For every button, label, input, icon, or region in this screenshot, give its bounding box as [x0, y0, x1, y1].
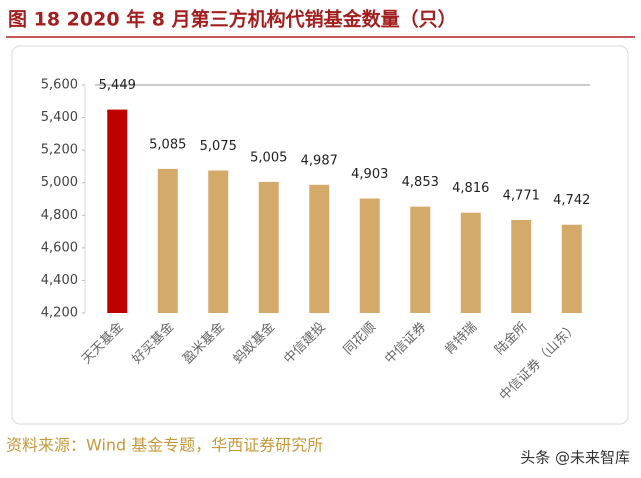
y-tick-label: 5,400 [41, 110, 78, 125]
y-tick-label: 5,600 [41, 78, 78, 93]
x-tick-label: 陆金所 [492, 319, 531, 358]
value-label: 5,085 [149, 137, 186, 152]
x-tick-label: 蚂蚁基金 [230, 319, 278, 367]
y-tick-label: 5,200 [41, 143, 78, 158]
value-label: 5,075 [200, 139, 237, 154]
x-tick-label: 同花顺 [340, 319, 379, 358]
value-label: 4,771 [503, 189, 540, 204]
bar [561, 224, 582, 313]
bar [460, 212, 481, 313]
bar [208, 170, 229, 313]
x-tick-label: 盈米基金 [179, 319, 227, 367]
chart-title: 图 18 2020 年 8 月第三方机构代销基金数量（只） [8, 8, 457, 31]
bar [359, 198, 380, 313]
value-label: 4,816 [452, 181, 489, 196]
y-tick-label: 4,800 [41, 208, 78, 223]
value-label: 4,853 [402, 175, 439, 190]
y-tick-label: 4,400 [41, 273, 78, 288]
bar [410, 206, 431, 313]
y-tick-label: 4,200 [41, 306, 78, 321]
chart-frame [11, 45, 629, 425]
bar [511, 220, 532, 313]
bar [107, 109, 128, 313]
bar [157, 168, 178, 313]
y-tick-label: 4,600 [41, 240, 78, 255]
value-label: 5,005 [250, 150, 287, 165]
x-tick-label: 中信建投 [280, 319, 328, 367]
value-label: 4,987 [301, 153, 338, 168]
x-tick-label: 天天基金 [78, 319, 126, 367]
bar [309, 184, 330, 313]
value-label: 4,742 [553, 193, 590, 208]
x-tick-label: 好买基金 [129, 319, 177, 367]
value-label: 5,449 [99, 78, 136, 93]
x-tick-label: 中信证券 [381, 319, 429, 367]
x-tick-label: 肯特瑞 [442, 320, 480, 358]
source: 资料来源：Wind 基金专题，华西证券研究所 [6, 436, 323, 455]
bar [258, 181, 279, 313]
y-tick-label: 5,000 [41, 175, 78, 190]
value-label: 4,903 [351, 167, 388, 182]
watermark: 头条 @未来智库 [520, 449, 630, 467]
